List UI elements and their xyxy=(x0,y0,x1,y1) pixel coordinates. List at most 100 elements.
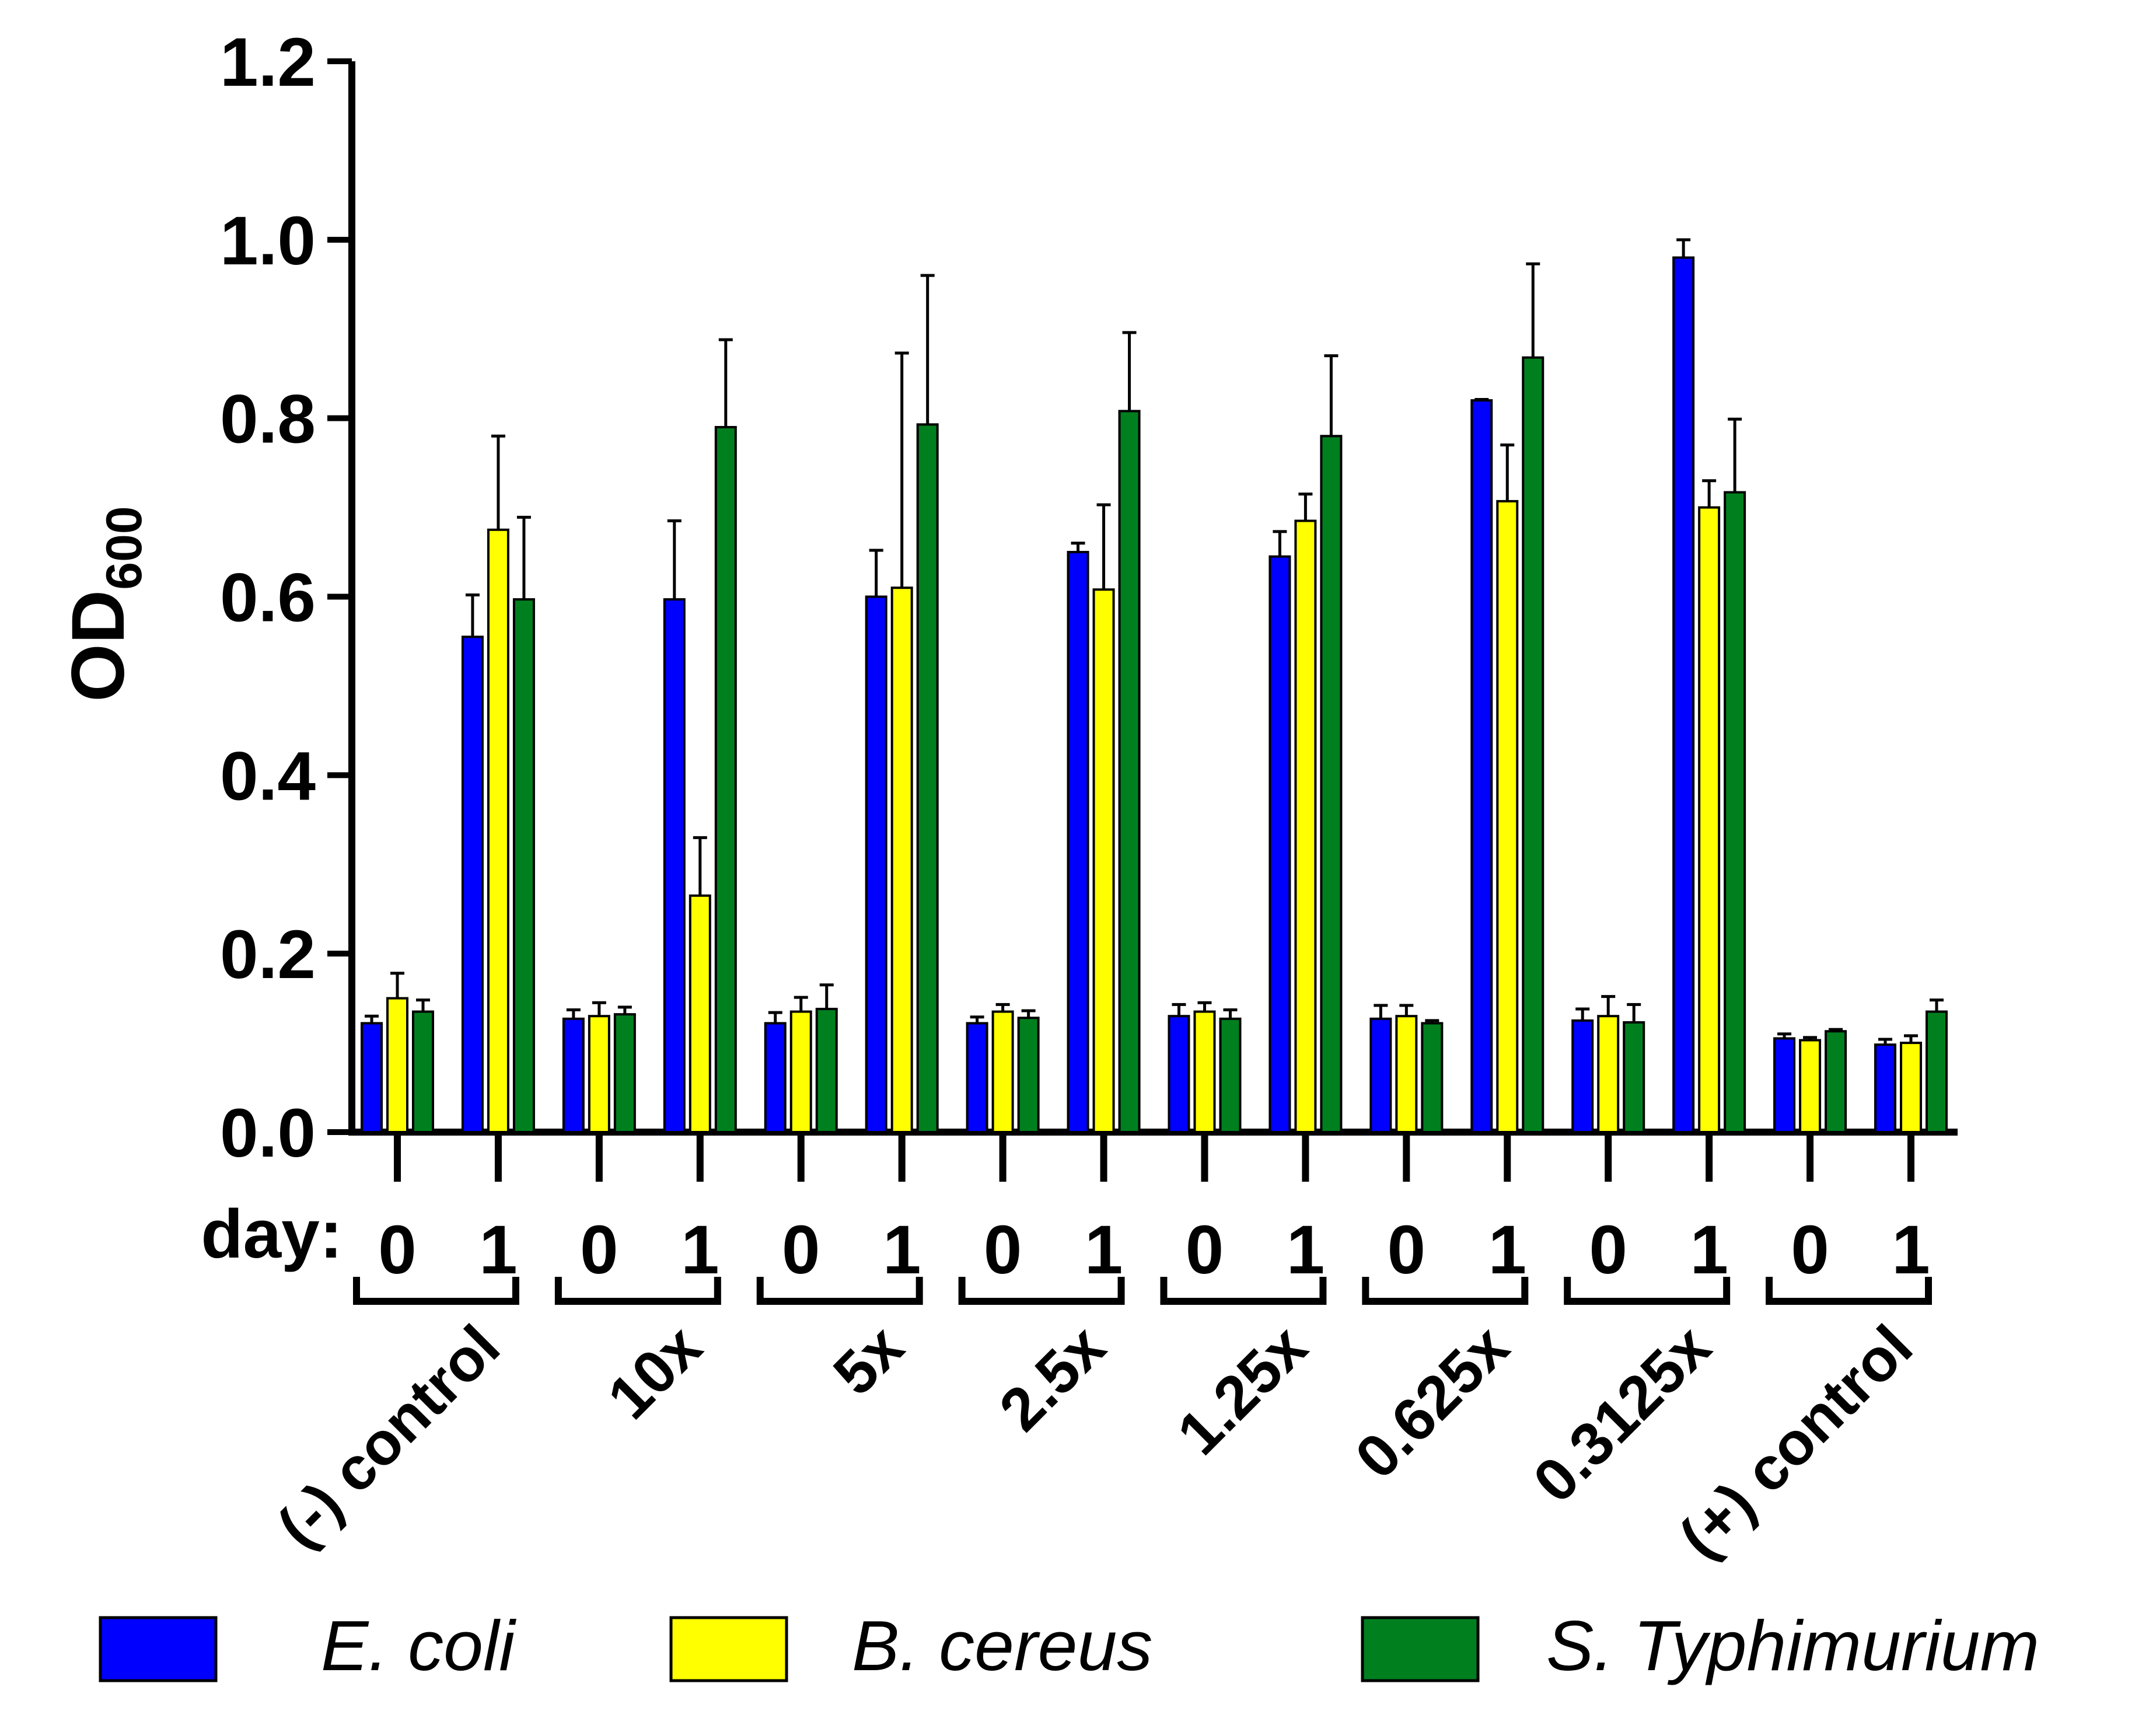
group-label: 5x xyxy=(821,1312,917,1408)
bar-s-typhimurium xyxy=(1926,1010,1948,1133)
bar-s-typhimurium xyxy=(512,598,535,1133)
group-label: (-) control xyxy=(265,1312,513,1560)
bar-e-coli xyxy=(1773,1037,1796,1133)
bar-s-typhimurium xyxy=(1623,1021,1645,1133)
group-label: 0.3125x xyxy=(1521,1312,1724,1516)
axes: 0.0 0.2 0.4 0.6 0.8 1.0 1.2 xyxy=(220,24,1958,1172)
group-bracket xyxy=(1766,1277,1932,1305)
y-tick-label: 1.0 xyxy=(220,202,316,280)
day-label: 0 xyxy=(1791,1211,1829,1288)
group-label: 1.25x xyxy=(1165,1312,1320,1468)
group-bracket xyxy=(353,1277,519,1305)
bar-b-cereus xyxy=(1900,1042,1922,1134)
bar-s-typhimurium xyxy=(1017,1017,1040,1134)
bar-s-typhimurium xyxy=(815,1007,838,1133)
y-axis-label-subscript: 600 xyxy=(96,506,152,590)
bar-b-cereus xyxy=(588,1015,610,1134)
bar-e-coli xyxy=(562,1017,585,1133)
bar-b-cereus xyxy=(1799,1039,1822,1134)
bar-b-cereus xyxy=(1395,1015,1418,1134)
legend: E. coli B. cereus S. Typhimurium xyxy=(99,1606,2039,1685)
bar-b-cereus xyxy=(1193,1010,1216,1133)
bar-s-typhimurium xyxy=(1825,1030,1847,1134)
bar-s-typhimurium xyxy=(412,1010,434,1133)
day-label: 1 xyxy=(479,1211,518,1288)
bar-s-typhimurium xyxy=(1724,491,1746,1133)
bar-e-coli xyxy=(1067,551,1089,1133)
day-axis-label: day: xyxy=(201,1196,343,1273)
bar-b-cereus xyxy=(487,528,509,1133)
day-label: 0 xyxy=(1589,1211,1627,1288)
bar-s-typhimurium xyxy=(714,425,737,1133)
bar-b-cereus xyxy=(789,1010,812,1133)
group-label: 10x xyxy=(595,1312,715,1432)
group-bracket xyxy=(554,1277,721,1305)
group-bracket xyxy=(1362,1277,1529,1305)
legend-swatch-s-typhimurium xyxy=(1361,1616,1480,1682)
bar-e-coli xyxy=(1672,256,1695,1134)
group-label: 2.5x xyxy=(987,1312,1118,1444)
y-tick-label: 0.2 xyxy=(220,916,316,993)
bar-e-coli xyxy=(663,598,686,1133)
y-tick-label: 0.6 xyxy=(220,560,316,637)
bar-b-cereus xyxy=(890,586,913,1133)
bar-s-typhimurium xyxy=(1219,1017,1242,1133)
group-bracket xyxy=(1160,1277,1327,1305)
day-label: 1 xyxy=(1287,1211,1325,1288)
bar-e-coli xyxy=(865,595,887,1133)
bar-s-typhimurium xyxy=(613,1013,636,1134)
bar-b-cereus xyxy=(1496,500,1519,1133)
bar-b-cereus xyxy=(1294,519,1317,1133)
bar-e-coli xyxy=(764,1022,787,1133)
day-label: 0 xyxy=(1186,1211,1224,1288)
y-tick-label: 1.2 xyxy=(220,24,316,101)
day-label: 0 xyxy=(1388,1211,1426,1288)
bar-b-cereus xyxy=(1597,1015,1620,1134)
day-label: 1 xyxy=(883,1211,921,1288)
bar-b-cereus xyxy=(1092,588,1115,1133)
bar-e-coli xyxy=(1369,1017,1392,1133)
legend-label-b-cereus: B. cereus xyxy=(852,1606,1152,1685)
day-label: 1 xyxy=(1085,1211,1123,1288)
bar-e-coli xyxy=(1168,1015,1190,1134)
group-bracket xyxy=(958,1277,1125,1305)
bar-s-typhimurium xyxy=(1118,410,1141,1133)
y-axis-label: OD600 xyxy=(57,506,152,702)
bar-b-cereus xyxy=(386,997,408,1133)
group-bracket xyxy=(1564,1277,1731,1305)
bar-s-typhimurium xyxy=(1522,356,1545,1133)
day-label: 0 xyxy=(984,1211,1022,1288)
group-labels: (-) control 10x 5x 2.5x 1.25x 0.625x0.3125x(+… xyxy=(265,1277,1932,1572)
bar-e-coli xyxy=(1470,399,1493,1133)
y-axis-title: OD600 xyxy=(57,506,152,702)
legend-swatch-b-cereus xyxy=(669,1616,788,1682)
group-bracket xyxy=(756,1277,923,1305)
y-tick-label: 0.8 xyxy=(220,381,316,458)
bar-s-typhimurium xyxy=(916,423,939,1133)
y-tick-label: 0.4 xyxy=(220,738,316,815)
bar-e-coli xyxy=(361,1022,383,1133)
bar-b-cereus xyxy=(991,1010,1014,1133)
legend-label-s-typhimurium: S. Typhimurium xyxy=(1546,1606,2039,1685)
bar-b-cereus xyxy=(689,894,711,1134)
day-label: 1 xyxy=(681,1211,719,1288)
bar-e-coli xyxy=(1874,1043,1896,1134)
bar-e-coli xyxy=(966,1022,988,1133)
day-label: 0 xyxy=(580,1211,619,1288)
day-label: 1 xyxy=(1892,1211,1930,1288)
bar-b-cereus xyxy=(1698,506,1721,1133)
bars xyxy=(361,238,1948,1134)
bar-s-typhimurium xyxy=(1320,435,1343,1133)
group-label: 0.625x xyxy=(1343,1312,1522,1492)
day-label: 0 xyxy=(378,1211,417,1288)
bar-s-typhimurium xyxy=(1421,1022,1444,1133)
y-tick-label: 0.0 xyxy=(220,1095,316,1172)
legend-swatch-e-coli xyxy=(99,1616,218,1682)
day-label: 1 xyxy=(1488,1211,1526,1288)
bar-e-coli xyxy=(1269,555,1291,1133)
day-label: 1 xyxy=(1690,1211,1728,1288)
bar-e-coli xyxy=(461,635,484,1133)
legend-label-e-coli: E. coli xyxy=(321,1606,516,1685)
